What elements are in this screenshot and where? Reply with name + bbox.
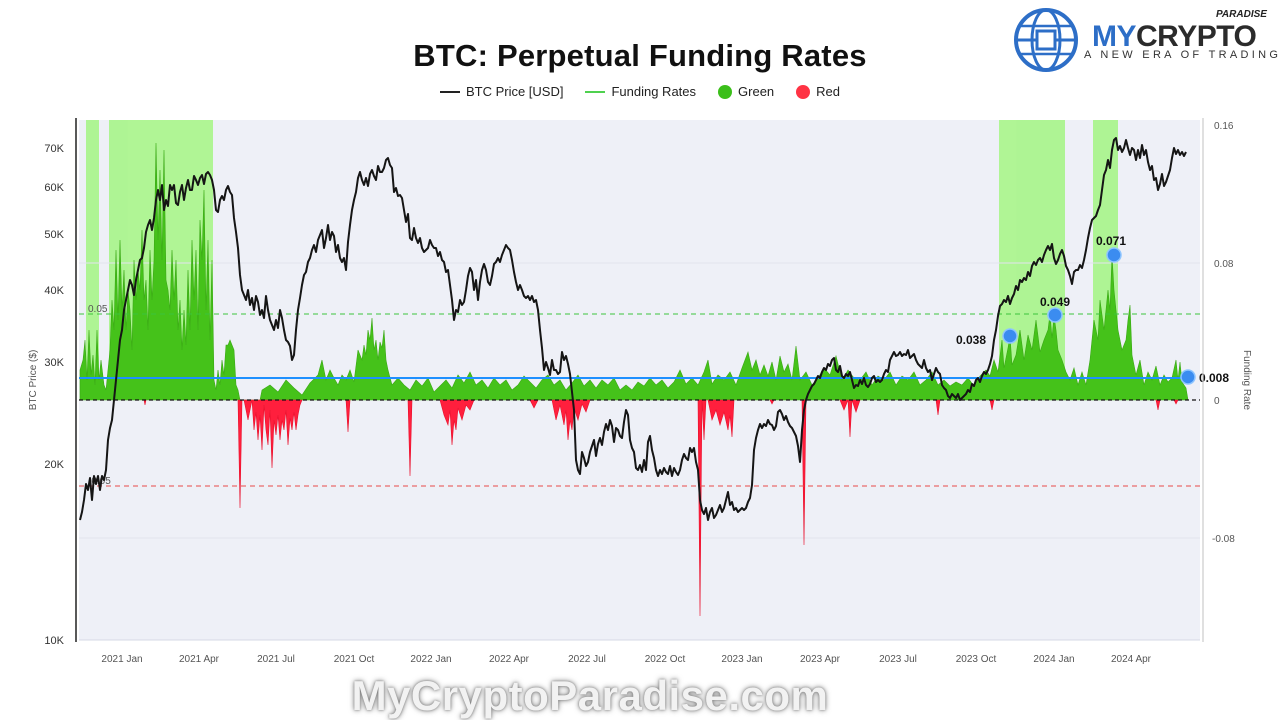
svg-text:20K: 20K: [44, 459, 64, 471]
right-tick-labels: 0.16 0.08 0 -0.08: [1212, 121, 1235, 545]
svg-text:2021 Jan: 2021 Jan: [101, 654, 142, 665]
legend-item-btc-price[interactable]: BTC Price [USD]: [439, 84, 564, 99]
svg-text:0.08: 0.08: [1214, 259, 1234, 270]
legend-label: BTC Price [USD]: [465, 84, 564, 99]
svg-text:2023 Jan: 2023 Jan: [721, 654, 762, 665]
svg-text:30K: 30K: [44, 357, 64, 369]
x-tick-labels: 2021 Jan 2021 Apr 2021 Jul 2021 Oct 2022…: [101, 654, 1151, 665]
marker-0049-icon[interactable]: [1047, 307, 1063, 323]
legend-item-funding-rates[interactable]: Funding Rates: [585, 84, 696, 99]
threshold-upper-label: 0.05: [88, 304, 108, 315]
svg-text:2024 Apr: 2024 Apr: [1111, 654, 1152, 665]
svg-text:60K: 60K: [44, 182, 64, 194]
watermark-text: MyCryptoParadise.com: [351, 672, 829, 719]
svg-text:10K: 10K: [44, 635, 64, 647]
svg-text:2022 Jul: 2022 Jul: [568, 654, 606, 665]
logo-superscript: PARADISE: [1216, 9, 1267, 20]
annotation-label: 0.049: [1040, 295, 1070, 309]
line-swatch-icon: [585, 90, 606, 93]
legend-item-green[interactable]: Green: [718, 84, 774, 99]
svg-text:0.16: 0.16: [1214, 121, 1234, 132]
brand-logo: PARADISE MYCRYPTO A NEW ERA OF TRADING: [1012, 6, 1278, 74]
funding-green-area: [79, 142, 1189, 401]
svg-text:2022 Oct: 2022 Oct: [645, 654, 686, 665]
svg-text:2022 Apr: 2022 Apr: [489, 654, 530, 665]
svg-text:50K: 50K: [44, 229, 64, 241]
svg-text:2023 Jul: 2023 Jul: [879, 654, 917, 665]
left-tick-labels: 70K 60K 50K 40K 30K 20K 10K: [44, 143, 64, 647]
globe-circuit-icon: [1014, 8, 1078, 72]
dot-swatch-icon: [718, 84, 733, 99]
marker-0008-icon[interactable]: [1180, 369, 1196, 385]
chart-legend: BTC Price [USD] Funding Rates Green Red: [0, 84, 1280, 99]
svg-text:2024 Jan: 2024 Jan: [1033, 654, 1074, 665]
logo-prefix: MY: [1092, 20, 1137, 53]
line-swatch-icon: [439, 90, 460, 93]
dot-swatch-icon: [796, 84, 811, 99]
chart-title: BTC: Perpetual Funding Rates: [413, 38, 867, 73]
legend-label: Funding Rates: [611, 84, 697, 99]
svg-text:70K: 70K: [44, 143, 64, 155]
svg-text:-0.08: -0.08: [1212, 534, 1235, 545]
funding-red-area: [143, 399, 1179, 617]
btc-price-line: [79, 137, 1187, 521]
legend-label: Green: [738, 84, 775, 99]
svg-text:2021 Jul: 2021 Jul: [257, 654, 295, 665]
logo-main: CRYPTO: [1136, 20, 1257, 53]
svg-text:0: 0: [1214, 396, 1220, 407]
legend-item-red[interactable]: Red: [796, 84, 840, 99]
logo-wordmark: MYCRYPTO: [1092, 20, 1257, 54]
annotation-markers: 0.038 0.049 0.071 0.008: [956, 234, 1229, 385]
svg-text:2023 Oct: 2023 Oct: [956, 654, 997, 665]
svg-text:2021 Apr: 2021 Apr: [179, 654, 220, 665]
svg-text:2021 Oct: 2021 Oct: [334, 654, 375, 665]
annotation-label: 0.071: [1096, 234, 1126, 248]
svg-text:2023 Apr: 2023 Apr: [800, 654, 841, 665]
legend-label: Red: [816, 84, 841, 99]
annotation-label: 0.008: [1199, 371, 1229, 385]
gridlines: [79, 262, 1200, 539]
marker-0071-icon[interactable]: [1106, 247, 1122, 263]
annotation-label: 0.038: [956, 333, 986, 347]
marker-0038-icon[interactable]: [1002, 328, 1018, 344]
left-axis-title: BTC Price ($): [28, 350, 39, 411]
svg-text:40K: 40K: [44, 285, 64, 297]
right-axis-title: Funding Rate: [1241, 350, 1252, 410]
svg-text:2022 Jan: 2022 Jan: [410, 654, 451, 665]
logo-tagline: A NEW ERA OF TRADING: [1084, 49, 1280, 61]
